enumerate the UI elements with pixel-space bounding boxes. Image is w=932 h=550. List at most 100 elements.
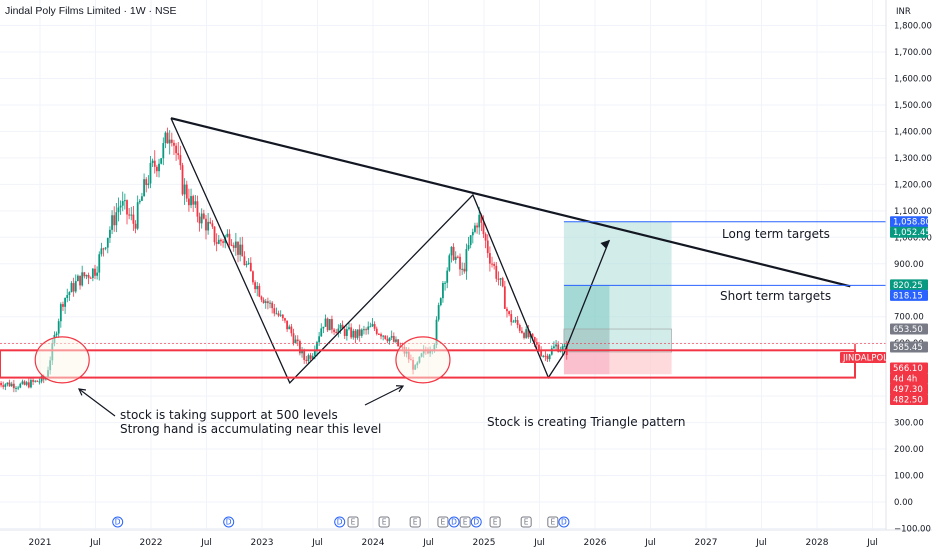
candle-body [36, 380, 39, 382]
event-label: D [561, 518, 567, 527]
candle-body [96, 272, 99, 276]
candle-body [540, 350, 543, 356]
candle-body [294, 339, 297, 344]
candle-body [12, 383, 15, 389]
price-tag-text: 566.10 [893, 364, 923, 374]
event-label: D [226, 518, 232, 527]
candle-body [237, 241, 239, 255]
candle-body [525, 329, 528, 338]
price-tag [890, 289, 928, 301]
grid [0, 0, 886, 530]
candle-body [230, 244, 233, 246]
candle-body [83, 272, 86, 277]
candle-body [465, 249, 468, 272]
candle-body [486, 240, 489, 254]
candle-body [384, 335, 387, 339]
candle-body [301, 350, 303, 354]
candle-body [538, 344, 540, 351]
candle-body [380, 334, 382, 337]
price-tag-text: 482.50 [893, 396, 923, 406]
time-axis[interactable]: 2021 Jul 2022 Jul 2023 Jul 2024 Jul 2025 Jul 2026 J… [29, 538, 878, 548]
event-label: D [337, 518, 343, 527]
candle-body [390, 335, 393, 338]
candle-body [32, 380, 34, 382]
event-label: E [463, 518, 468, 527]
candle-body [111, 215, 113, 230]
candle-body [4, 384, 7, 387]
earnings-icon [459, 516, 471, 528]
candle-body [303, 350, 306, 360]
candle-body [311, 355, 314, 359]
candle-body [153, 160, 156, 167]
candle-body [136, 202, 139, 229]
candle-body [345, 329, 348, 336]
candle-body [491, 263, 493, 265]
candle-body [170, 139, 173, 143]
candle-body [437, 305, 440, 320]
candle-body [474, 225, 476, 232]
candle-body [117, 207, 120, 213]
candle-body [305, 359, 308, 361]
candle-body [377, 333, 380, 335]
candle-body [190, 196, 192, 206]
candle-body [316, 342, 318, 351]
candle-body [132, 214, 135, 224]
candle-body [358, 329, 361, 336]
candle-body [155, 166, 158, 172]
candle-body [59, 304, 62, 322]
candle-body [516, 320, 519, 325]
candle-body [388, 337, 391, 342]
earnings-icon [378, 516, 390, 528]
candle-body [113, 215, 116, 226]
candle-body [284, 318, 286, 321]
candle-body [454, 256, 457, 260]
position-zones [563, 221, 672, 375]
candle-body [506, 308, 508, 312]
candle-body [450, 246, 453, 256]
dividend-icon [334, 516, 346, 528]
candle-body [331, 319, 333, 330]
candle-body [183, 184, 186, 195]
x-tick-label: Jul [533, 538, 545, 548]
candle-body [123, 200, 126, 202]
candle-body [555, 344, 557, 347]
candle-body [89, 277, 92, 279]
candle-body [228, 233, 231, 245]
candle-body [382, 335, 385, 337]
candle-body [266, 301, 269, 304]
event-label: D [115, 518, 121, 527]
x-tick-label: 2028 [806, 538, 829, 548]
candle-body [279, 314, 282, 316]
candle-body [91, 268, 94, 278]
candle-body [360, 329, 363, 336]
x-tick-label: 2023 [251, 538, 274, 548]
price-tag [890, 362, 928, 374]
price-tag [890, 383, 928, 395]
pointer-arrow-right [364, 385, 404, 406]
zigzag-line [170, 117, 611, 385]
candle-body [341, 324, 344, 329]
candle-body [168, 139, 171, 144]
candle-body [514, 320, 517, 322]
dividend-icon [558, 516, 570, 528]
annotations: Long term targets Short term targets stock… [120, 227, 831, 436]
candle-body [258, 285, 261, 297]
candle-body [38, 381, 41, 383]
candle-body [19, 383, 22, 388]
dividend-icon [223, 516, 235, 528]
y-tick-label: 900.00 [894, 260, 924, 270]
candle-body [452, 246, 455, 260]
annotation-text: Strong hand is accumulating near this le… [120, 422, 381, 436]
x-tick-label: Jul [644, 538, 656, 548]
price-tag-text: JINDALPOLY [842, 354, 893, 364]
candles [0, 127, 568, 393]
candle-body [98, 254, 101, 273]
candle-body [30, 380, 32, 388]
candle-body [482, 222, 485, 235]
y-tick-label: 1,000.00 [894, 233, 932, 243]
price-tag-text: 585.45 [893, 343, 923, 353]
candle-body [66, 295, 69, 298]
price-tag-text: 1,052.45 [893, 228, 931, 238]
candle-body [217, 239, 220, 244]
